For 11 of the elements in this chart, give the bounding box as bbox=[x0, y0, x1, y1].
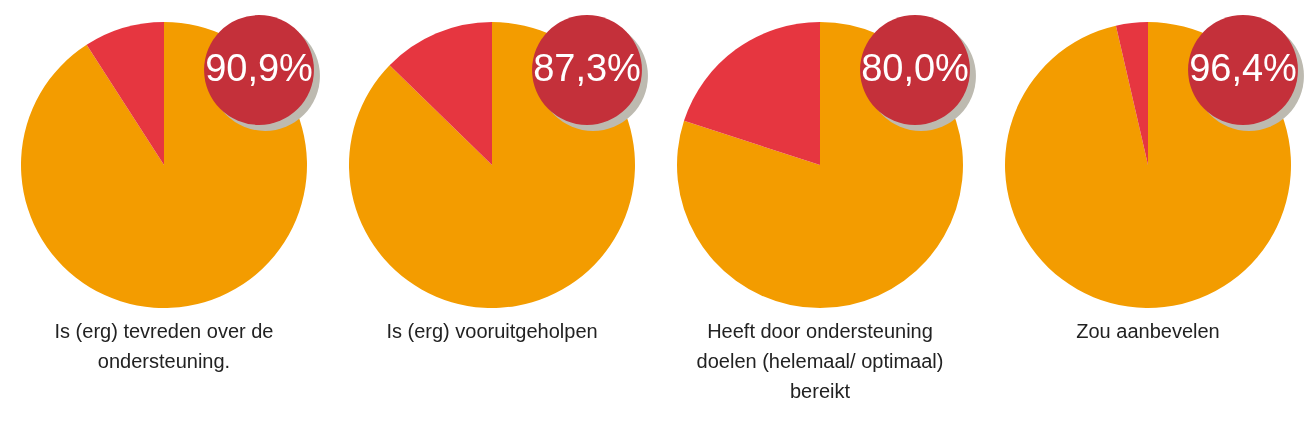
pie-slice bbox=[1115, 22, 1148, 165]
text: Heeft door ondersteuning doelen (helemaal/ optimaal) bereikt bbox=[696, 320, 944, 402]
pie-slice bbox=[389, 22, 492, 165]
data-label: 90,9% bbox=[205, 47, 313, 89]
data-label: 80,0% bbox=[861, 47, 969, 89]
data-label: 87,3% bbox=[533, 47, 641, 89]
pie-slice bbox=[684, 22, 820, 165]
text: Zou aanbevelen bbox=[1076, 320, 1220, 342]
text: Is (erg) vooruitgeholpen bbox=[386, 320, 598, 342]
pie-slice bbox=[86, 22, 164, 165]
text: Is (erg) tevreden over de ondersteuning. bbox=[54, 320, 274, 372]
